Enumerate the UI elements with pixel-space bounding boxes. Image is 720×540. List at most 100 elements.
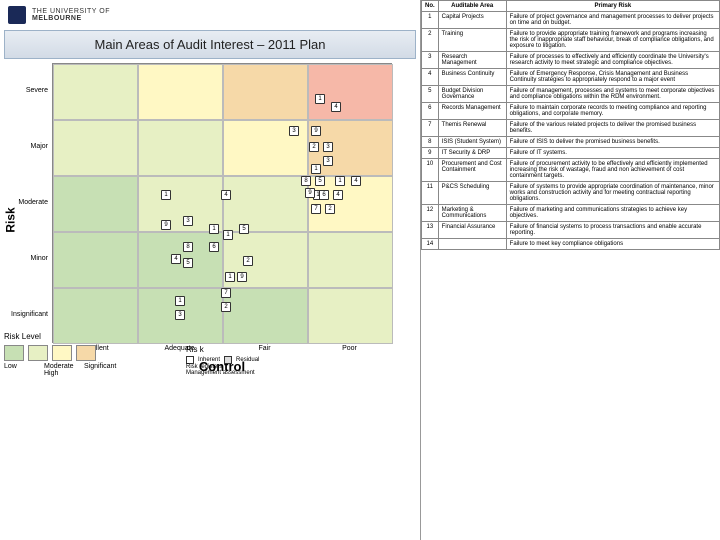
row-no: 12 xyxy=(422,205,439,222)
data-point: 5 xyxy=(315,176,325,186)
data-point: 1 xyxy=(161,190,171,200)
swatch xyxy=(4,345,24,361)
row-area: Budget Division Governance xyxy=(438,86,506,103)
data-point: 1 xyxy=(335,176,345,186)
data-point: 4 xyxy=(331,102,341,112)
table-row: 6Records ManagementFailure to maintain c… xyxy=(422,103,720,120)
swatch xyxy=(76,345,96,361)
y-tick: Insignificant xyxy=(6,311,48,318)
swatch-label: Low xyxy=(4,363,40,377)
row-area: Marketing & Communications xyxy=(438,205,506,222)
data-point: 3 xyxy=(289,126,299,136)
table-row: 7Themis RenewalFailure of the various re… xyxy=(422,120,720,137)
risk-type-legend: Ris k InherentResidualRisk registersMana… xyxy=(186,345,259,376)
y-tick: Severe xyxy=(6,87,48,94)
swatch xyxy=(52,345,72,361)
table-row: 3Research ManagementFailure of processes… xyxy=(422,52,720,69)
data-point: 2 xyxy=(309,142,319,152)
data-point: 6 xyxy=(319,190,329,200)
table-row: 11P&CS SchedulingFailure of systems to p… xyxy=(422,182,720,205)
row-risk: Failure of the various related projects … xyxy=(506,120,719,137)
matrix-cell xyxy=(308,232,393,288)
row-risk: Failure of ISIS to deliver the promised … xyxy=(506,137,719,148)
row-area xyxy=(438,239,506,250)
data-point: 1 xyxy=(223,230,233,240)
row-area: Themis Renewal xyxy=(438,120,506,137)
data-point: 1 xyxy=(175,296,185,306)
row-area: ISIS (Student System) xyxy=(438,137,506,148)
logo-bar: THE UNIVERSITY OF MELBOURNE xyxy=(4,4,416,30)
row-area: Research Management xyxy=(438,52,506,69)
table-row: 1Capital ProjectsFailure of project gove… xyxy=(422,12,720,29)
row-risk: Failure of Emergency Response, Crisis Ma… xyxy=(506,69,719,86)
y-tick: Minor xyxy=(6,255,48,262)
row-area: Training xyxy=(438,29,506,52)
risk-type-header: Ris k xyxy=(186,345,259,354)
data-point: 9 xyxy=(305,188,315,198)
row-risk: Failure of IT systems. xyxy=(506,148,719,159)
y-tick: Moderate xyxy=(6,199,48,206)
data-point: 1 xyxy=(311,164,321,174)
swatch-label xyxy=(124,363,160,377)
table-header: No. xyxy=(422,1,439,12)
matrix-cell xyxy=(53,176,138,232)
data-point: 7 xyxy=(221,288,231,298)
row-area: Business Continuity xyxy=(438,69,506,86)
row-no: 2 xyxy=(422,29,439,52)
y-axis-ticks: Severe Major Moderate Minor Insignificant xyxy=(6,63,48,343)
uni-name: MELBOURNE xyxy=(32,15,110,22)
table-header: Auditable Area xyxy=(438,1,506,12)
data-point: 5 xyxy=(183,258,193,268)
row-risk: Failure to maintain corporate records to… xyxy=(506,103,719,120)
table-row: 8ISIS (Student System)Failure of ISIS to… xyxy=(422,137,720,148)
table-row: 2TrainingFailure to provide appropriate … xyxy=(422,29,720,52)
row-area: Capital Projects xyxy=(438,12,506,29)
data-point: 9 xyxy=(311,126,321,136)
row-no: 8 xyxy=(422,137,439,148)
data-point: 3 xyxy=(175,310,185,320)
legend: Risk Level LowModerate HighSignificant R… xyxy=(4,332,414,377)
university-crest-icon xyxy=(8,6,26,24)
row-no: 6 xyxy=(422,103,439,120)
row-risk: Failure of processes to effectively and … xyxy=(506,52,719,69)
row-no: 1 xyxy=(422,12,439,29)
swatch-label: Moderate High xyxy=(44,363,80,377)
row-area: Financial Assurance xyxy=(438,222,506,239)
legend-line: InherentResidual xyxy=(186,356,259,364)
row-no: 13 xyxy=(422,222,439,239)
data-point: 4 xyxy=(333,190,343,200)
risk-table-panel: No.Auditable AreaPrimary Risk 1Capital P… xyxy=(420,0,720,540)
table-row: 4Business ContinuityFailure of Emergency… xyxy=(422,69,720,86)
data-point: 9 xyxy=(161,220,171,230)
data-point: 3 xyxy=(183,216,193,226)
data-point: 1 xyxy=(209,224,219,234)
matrix-cell xyxy=(223,64,308,120)
row-risk: Failure of financial systems to process … xyxy=(506,222,719,239)
risk-level-labels: Low Moderate High Significant xyxy=(4,363,160,377)
row-no: 7 xyxy=(422,120,439,137)
row-area: Procurement and Cost Containment xyxy=(438,159,506,182)
risk-level-swatches xyxy=(4,345,160,361)
data-point: 4 xyxy=(171,254,181,264)
data-point: 4 xyxy=(351,176,361,186)
uni-prefix: THE UNIVERSITY OF xyxy=(32,8,110,15)
matrix-cell xyxy=(308,64,393,120)
swatch-label: Significant xyxy=(84,363,120,377)
y-tick: Major xyxy=(6,143,48,150)
matrix-cell xyxy=(223,176,308,232)
data-point: 5 xyxy=(239,224,249,234)
left-panel: THE UNIVERSITY OF MELBOURNE Main Areas o… xyxy=(0,0,420,540)
row-no: 9 xyxy=(422,148,439,159)
table-row: 12Marketing & CommunicationsFailure of m… xyxy=(422,205,720,222)
row-risk: Failure to meet key compliance obligatio… xyxy=(506,239,719,250)
table-header: Primary Risk xyxy=(506,1,719,12)
risk-table: No.Auditable AreaPrimary Risk 1Capital P… xyxy=(421,0,720,250)
row-area: IT Security & DRP xyxy=(438,148,506,159)
data-point: 7 xyxy=(311,204,321,214)
row-area: P&CS Scheduling xyxy=(438,182,506,205)
matrix-cell xyxy=(53,64,138,120)
data-point: 1 xyxy=(315,94,325,104)
table-row: 13Financial AssuranceFailure of financia… xyxy=(422,222,720,239)
legend-line: Management assessment xyxy=(186,370,259,376)
row-area: Records Management xyxy=(438,103,506,120)
